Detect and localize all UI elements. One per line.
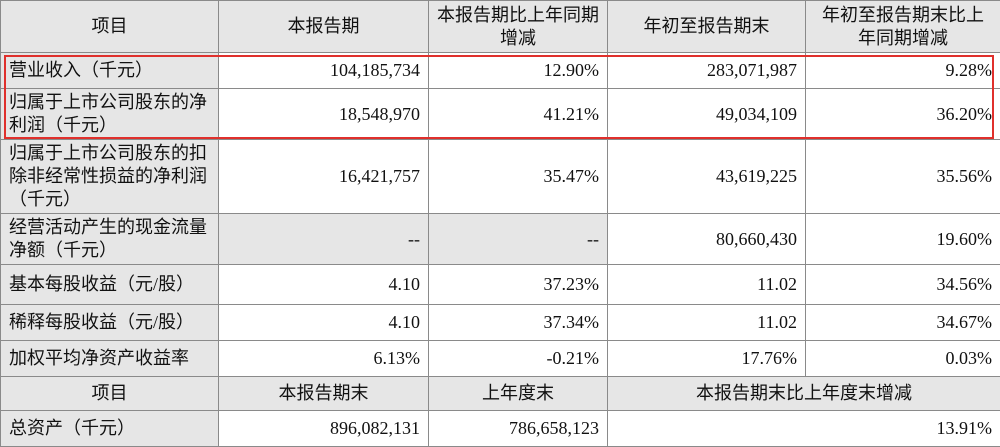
table-cell: 基本每股收益（元/股） bbox=[1, 265, 219, 305]
table-cell: 36.20% bbox=[806, 89, 1000, 140]
table-cell: 归属于上市公司股东的净利润（千元） bbox=[1, 89, 219, 140]
table-cell: 35.47% bbox=[429, 140, 608, 214]
table-cell: 6.13% bbox=[219, 341, 429, 377]
table-cell: 上年度末 bbox=[429, 377, 608, 411]
table-row: 项目本报告期本报告期比上年同期增减年初至报告期末年初至报告期末比上年同期增减 bbox=[1, 1, 1000, 53]
table-cell: 本报告期末比上年度末增减 bbox=[608, 377, 1000, 411]
table-cell: 年初至报告期末 bbox=[608, 1, 806, 53]
table-cell: 12.90% bbox=[429, 53, 608, 89]
table-cell: -0.21% bbox=[429, 341, 608, 377]
table-cell: 总资产（千元） bbox=[1, 411, 219, 447]
table-cell: 104,185,734 bbox=[219, 53, 429, 89]
table-cell: 本报告期比上年同期增减 bbox=[429, 1, 608, 53]
table-cell: 本报告期末 bbox=[219, 377, 429, 411]
table-cell: 加权平均净资产收益率 bbox=[1, 341, 219, 377]
table-cell: 896,082,131 bbox=[219, 411, 429, 447]
table-cell: 19.60% bbox=[806, 214, 1000, 265]
table-cell: 4.10 bbox=[219, 305, 429, 341]
table-cell: 18,548,970 bbox=[219, 89, 429, 140]
table-row: 项目本报告期末上年度末本报告期末比上年度末增减 bbox=[1, 377, 1000, 411]
table-cell: 经营活动产生的现金流量净额（千元） bbox=[1, 214, 219, 265]
table-cell: 37.34% bbox=[429, 305, 608, 341]
table-cell: 归属于上市公司股东的扣除非经常性损益的净利润（千元） bbox=[1, 140, 219, 214]
table-cell: 13.91% bbox=[608, 411, 1000, 447]
table-cell: 34.67% bbox=[806, 305, 1000, 341]
table-cell: 34.56% bbox=[806, 265, 1000, 305]
table-cell: 稀释每股收益（元/股） bbox=[1, 305, 219, 341]
table-cell: 43,619,225 bbox=[608, 140, 806, 214]
table-cell: 0.03% bbox=[806, 341, 1000, 377]
table-cell: 11.02 bbox=[608, 265, 806, 305]
table-cell: 项目 bbox=[1, 1, 219, 53]
table-cell: 37.23% bbox=[429, 265, 608, 305]
table-cell: 49,034,109 bbox=[608, 89, 806, 140]
table-cell: -- bbox=[219, 214, 429, 265]
table-cell: 年初至报告期末比上年同期增减 bbox=[806, 1, 1000, 53]
table-cell: 营业收入（千元） bbox=[1, 53, 219, 89]
table-cell: 17.76% bbox=[608, 341, 806, 377]
table-cell: -- bbox=[429, 214, 608, 265]
table-cell: 35.56% bbox=[806, 140, 1000, 214]
table-cell: 9.28% bbox=[806, 53, 1000, 89]
table-cell: 786,658,123 bbox=[429, 411, 608, 447]
table-cell: 16,421,757 bbox=[219, 140, 429, 214]
table-cell: 283,071,987 bbox=[608, 53, 806, 89]
table-cell: 本报告期 bbox=[219, 1, 429, 53]
table-cell: 80,660,430 bbox=[608, 214, 806, 265]
table-cell: 41.21% bbox=[429, 89, 608, 140]
table-cell: 项目 bbox=[1, 377, 219, 411]
table-cell: 4.10 bbox=[219, 265, 429, 305]
table-cell: 11.02 bbox=[608, 305, 806, 341]
